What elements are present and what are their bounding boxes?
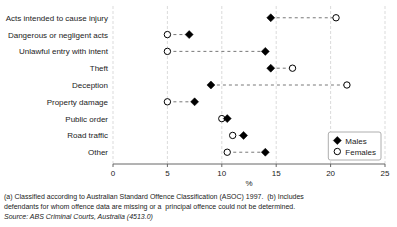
tick-label: 0: [111, 169, 116, 178]
point: [207, 81, 215, 89]
connector: [167, 51, 265, 52]
point: [240, 131, 248, 139]
footnote: Source: ABS Criminal Courts, Australia (…: [4, 213, 153, 221]
tick-label: 15: [272, 169, 281, 178]
category-label: Property damage: [47, 98, 109, 107]
category-label: Acts intended to cause injury: [6, 14, 108, 23]
x-axis-label: %: [245, 179, 252, 188]
point: [164, 48, 170, 54]
point: [224, 149, 230, 155]
point: [191, 98, 199, 106]
grid-line: [167, 6, 168, 164]
tick-label: 20: [326, 169, 335, 178]
grid-line: [385, 6, 386, 164]
point: [344, 82, 350, 88]
chart: 0 5 10 15 20 25% Acts intended to cause injury…: [0, 0, 397, 227]
point: [164, 31, 170, 37]
legend: Males Females: [328, 132, 381, 160]
legend-box: [328, 132, 381, 160]
category-label: Other: [88, 148, 108, 157]
legend-marker: [333, 137, 341, 145]
point: [261, 47, 269, 55]
x-axis: [113, 164, 385, 165]
tick-label: 5: [165, 169, 170, 178]
grid-line: [221, 6, 222, 164]
point: [289, 65, 295, 71]
point: [185, 31, 193, 39]
category-label: Dangerous or negligent acts: [8, 31, 108, 40]
footnote: defendants for whom offence data are mis…: [4, 203, 295, 211]
point: [164, 99, 170, 105]
category-label: Deception: [72, 81, 108, 90]
point: [261, 148, 269, 156]
category-label: Road traffic: [67, 131, 108, 140]
connector: [227, 152, 265, 153]
category-label: Unlawful entry with intent: [19, 47, 109, 56]
point: [223, 115, 231, 123]
point: [333, 15, 339, 21]
grid: [113, 6, 385, 164]
footnote: (a) Classified according to Australian S…: [4, 193, 304, 201]
tick-label: 10: [217, 169, 226, 178]
legend-marker: [334, 148, 340, 154]
point: [267, 64, 275, 72]
point: [229, 132, 235, 138]
point: [267, 14, 275, 22]
category-label: Theft: [90, 64, 109, 73]
category-label: Public order: [65, 115, 108, 124]
legend-label: Males: [345, 137, 366, 146]
grid-line: [113, 6, 114, 164]
legend-label: Females: [345, 148, 376, 157]
plot-area: [164, 14, 350, 156]
connector: [211, 85, 347, 86]
grid-line: [276, 6, 277, 164]
connector: [271, 17, 336, 18]
tick-label: 25: [381, 169, 390, 178]
